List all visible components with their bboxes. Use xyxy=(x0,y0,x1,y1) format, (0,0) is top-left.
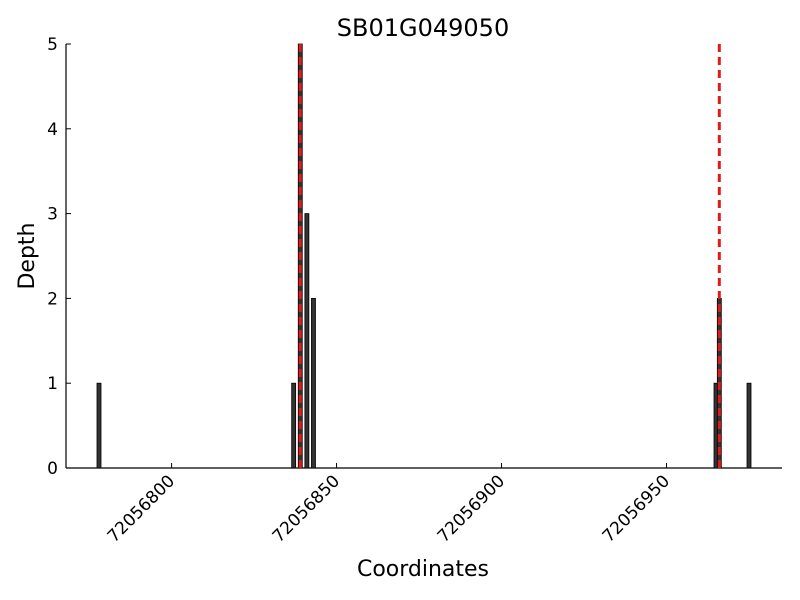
bar xyxy=(96,382,102,469)
x-tick-label: 72056850 xyxy=(269,471,344,546)
y-tick-label: 1 xyxy=(47,374,58,394)
x-tick-label: 72056950 xyxy=(599,471,674,546)
y-tick-label: 2 xyxy=(47,289,58,309)
bar xyxy=(311,297,316,469)
y-tick-label: 3 xyxy=(47,205,58,225)
y-axis-label: Depth xyxy=(15,222,40,289)
x-tick-label: 72056900 xyxy=(434,471,509,546)
bar xyxy=(304,213,310,469)
bar xyxy=(291,382,297,469)
x-axis-label: Coordinates xyxy=(357,557,489,582)
x-tick-label: 72056800 xyxy=(104,471,179,546)
chart-title: SB01G049050 xyxy=(337,14,509,42)
y-tick-label: 0 xyxy=(47,459,58,479)
bar xyxy=(746,382,752,469)
y-tick-label: 4 xyxy=(47,120,58,140)
y-tick-label: 5 xyxy=(47,35,58,55)
